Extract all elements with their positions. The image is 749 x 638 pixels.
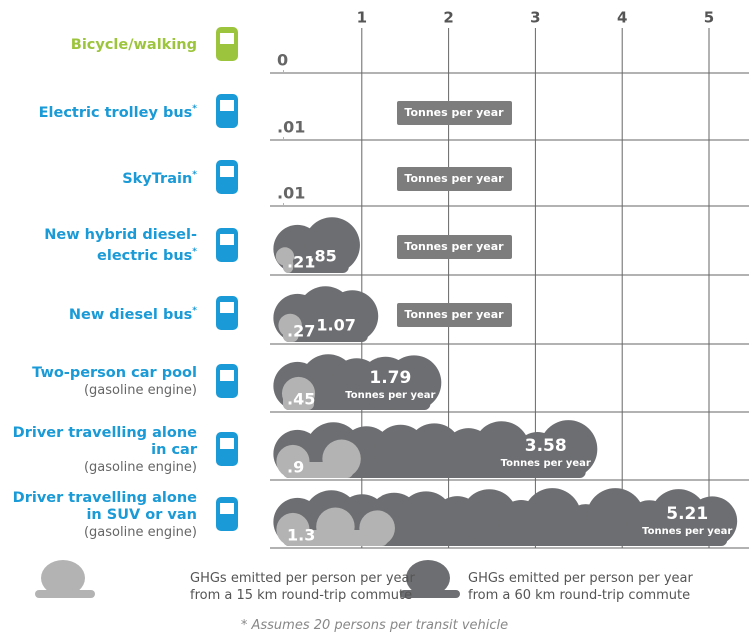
cloud-puff xyxy=(276,444,310,478)
unit-box xyxy=(397,303,512,327)
unit-box xyxy=(397,235,512,259)
category-note: (gasoline engine) xyxy=(83,524,197,540)
legend-swatch-base xyxy=(400,590,460,598)
category-name: Electric trolley bus* xyxy=(38,104,197,122)
cloud-puff xyxy=(276,512,310,546)
value-label: 1.07 xyxy=(316,316,355,335)
category-name: SkyTrain* xyxy=(122,170,197,188)
x-tick-label: 4 xyxy=(617,9,627,27)
unit-box xyxy=(397,101,512,125)
vehicle-window xyxy=(220,370,234,381)
cloud-bar xyxy=(275,247,295,273)
value-label: 0 xyxy=(277,51,288,70)
cloud-bar xyxy=(276,439,361,478)
vehicle-window xyxy=(220,302,234,313)
cloud-bar xyxy=(283,203,284,205)
x-tick-label: 2 xyxy=(443,9,453,27)
value-label: .01 xyxy=(277,184,305,203)
category-label: Two-person car pool (gasoline engine) xyxy=(7,365,197,399)
category-note: (gasoline engine) xyxy=(83,459,197,475)
category-name: New diesel bus* xyxy=(68,306,197,324)
cloud-bar xyxy=(283,70,284,72)
cloud-puff xyxy=(275,247,295,266)
unit-label: Tonnes per year xyxy=(404,106,504,119)
cloud-puff xyxy=(281,376,316,410)
unit-label: Tonnes per year xyxy=(642,526,732,537)
cloud-base xyxy=(283,137,284,139)
legend-label: GHGs emitted per person per year from a … xyxy=(468,571,693,603)
vehicle-window xyxy=(220,438,234,449)
cloud-bar xyxy=(283,137,284,139)
value-label: .27 xyxy=(287,322,315,341)
category-name: Two-person car pool xyxy=(32,365,197,381)
unit-label: Tonnes per year xyxy=(404,240,504,253)
cloud-puff xyxy=(316,507,355,546)
cloud-puff xyxy=(539,420,598,478)
value-label: 1.79 xyxy=(369,368,411,388)
category-name: Bicycle/walking xyxy=(70,36,197,53)
x-tick-label: 5 xyxy=(704,9,714,27)
cloud-bar xyxy=(281,376,316,410)
cloud-puff xyxy=(687,496,738,546)
value-label: .21 xyxy=(287,253,315,272)
unit-label: Tonnes per year xyxy=(345,390,435,401)
cloud-puff xyxy=(386,355,442,410)
unit-label: Tonnes per year xyxy=(404,308,504,321)
value-label: .9 xyxy=(287,458,304,477)
value-label: .45 xyxy=(287,390,315,409)
cloud-base xyxy=(283,203,284,205)
category-label: Electric trolley bus* xyxy=(7,102,197,123)
vehicle-window xyxy=(220,100,234,111)
category-name: New hybrid diesel-electric bus* xyxy=(44,227,197,264)
vehicle-window xyxy=(220,503,234,514)
cloud-puff xyxy=(304,217,360,273)
category-label: New hybrid diesel-electric bus* xyxy=(7,227,197,265)
unit-label: Tonnes per year xyxy=(501,458,591,469)
cloud-puff xyxy=(326,290,379,342)
category-name: Driver travelling alone in SUV or van xyxy=(12,489,197,523)
category-name: Driver travelling alone in car xyxy=(12,424,197,458)
cloud-puff xyxy=(473,421,530,479)
cloud-bar xyxy=(278,313,302,342)
category-label: SkyTrain* xyxy=(7,168,197,189)
footnote: * Assumes 20 persons per transit vehicle xyxy=(240,618,509,633)
cloud-puff xyxy=(322,439,361,478)
cloud-puff xyxy=(278,313,302,338)
legend-swatch xyxy=(406,560,450,596)
value-label: 5.21 xyxy=(666,504,708,524)
cloud-puff xyxy=(359,510,395,546)
vehicle-window xyxy=(220,33,234,44)
vehicle-window xyxy=(220,166,234,177)
category-label: New diesel bus* xyxy=(7,304,197,325)
value-label: .85 xyxy=(308,247,336,266)
legend-label: GHGs emitted per person per year from a … xyxy=(190,571,415,603)
unit-box xyxy=(397,167,512,191)
legend-swatch xyxy=(41,560,85,596)
cloud-base xyxy=(283,70,284,72)
value-label: 3.58 xyxy=(525,436,567,456)
value-label: .01 xyxy=(277,118,305,137)
value-label: 1.3 xyxy=(287,526,315,545)
unit-label: Tonnes per year xyxy=(404,172,504,185)
legend-swatch-base xyxy=(35,590,95,598)
x-tick-label: 1 xyxy=(357,9,367,27)
category-note: (gasoline engine) xyxy=(83,383,197,398)
cloud-bar xyxy=(276,507,395,546)
vehicle-window xyxy=(220,234,234,245)
category-label: Driver travelling alone in car (gasoline … xyxy=(7,425,197,476)
category-label: Bicycle/walking xyxy=(7,37,197,54)
category-label: Driver travelling alone in SUV or van (ga… xyxy=(7,490,197,541)
x-tick-label: 3 xyxy=(530,9,540,27)
